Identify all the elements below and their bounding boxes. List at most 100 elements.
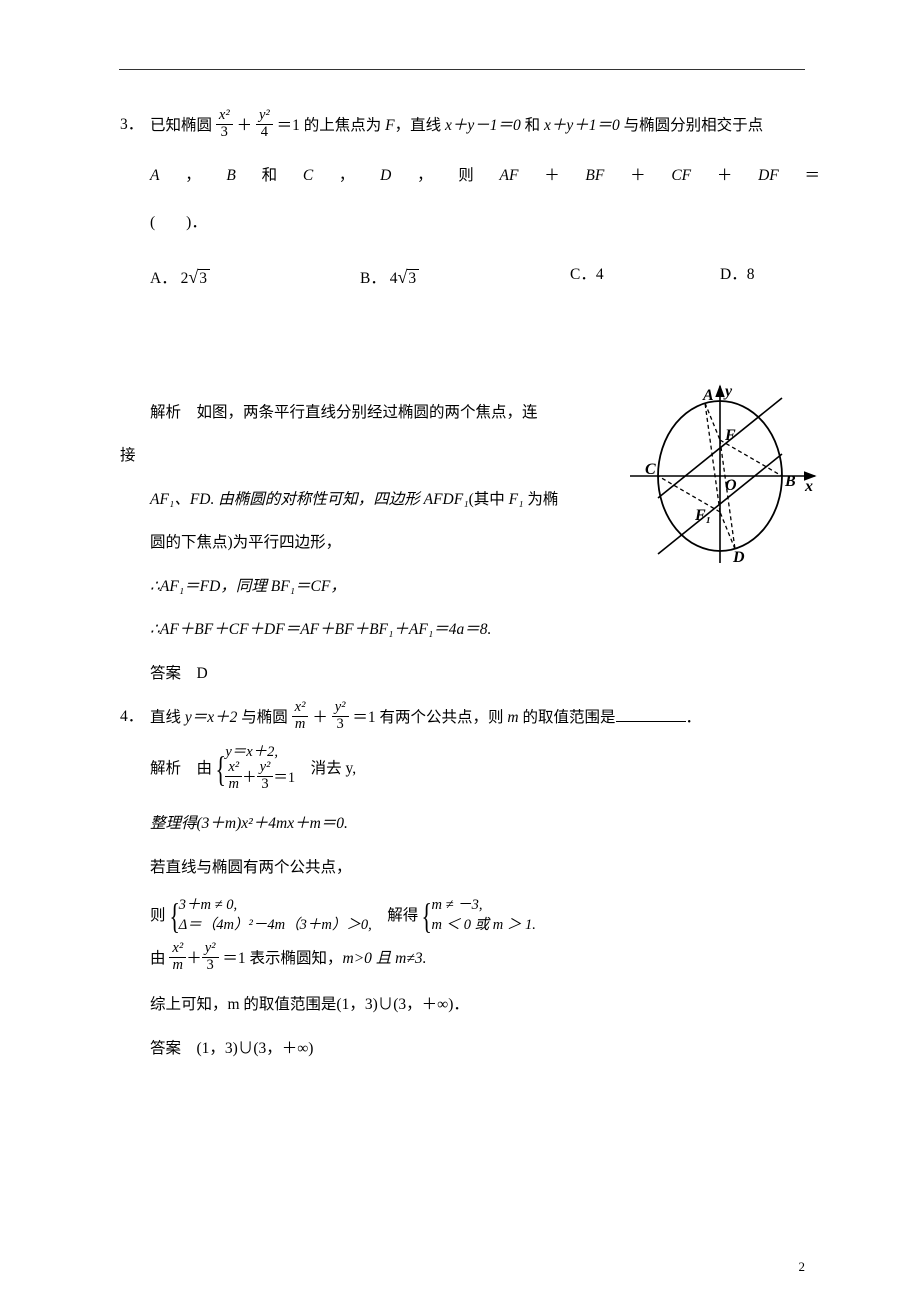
t: 则: [458, 161, 474, 190]
val: 4: [390, 270, 398, 287]
label-B: B: [784, 473, 796, 490]
brace-icon: {: [215, 753, 225, 785]
f1: F₁: [509, 491, 524, 508]
radicand: 3: [407, 269, 419, 287]
t: 和: [262, 161, 278, 190]
plus: ＋: [237, 117, 253, 134]
label-F: F: [724, 427, 736, 444]
fraction: x²m: [292, 700, 309, 733]
text: 已知椭圆: [150, 117, 212, 134]
t: DF: [758, 161, 779, 190]
c: m>0 且 m≠3.: [343, 950, 427, 967]
ans-val: D: [181, 665, 208, 682]
t: 为椭: [524, 491, 559, 508]
cases: { m ≠ －3, m ＜ 0 或 m ＞ 1.: [418, 896, 536, 935]
t: D: [380, 161, 391, 190]
n: y²: [202, 941, 219, 958]
label: D．: [720, 266, 747, 283]
sqrt: 3: [397, 260, 419, 294]
t: 由: [181, 754, 212, 783]
m: m: [507, 709, 518, 726]
t: 解得: [372, 901, 419, 930]
t: 与椭圆: [237, 709, 287, 726]
t: ＋: [630, 161, 646, 190]
label: B．: [360, 270, 386, 287]
d: 3: [202, 958, 219, 974]
choice-A: A． 23: [150, 260, 360, 294]
fraction: x²3: [216, 108, 233, 141]
horizontal-rule: [119, 69, 805, 70]
t: ＝1 有两个公共点，则: [352, 709, 507, 726]
cases: { y＝x＋2, x²m＋y²3＝1: [212, 743, 295, 795]
n: x²: [292, 700, 309, 717]
label-D: D: [732, 549, 745, 566]
t: ，: [417, 161, 433, 190]
t: 由: [150, 950, 166, 967]
cases: { 3＋m ≠ 0, Δ＝（4m）²－4m（3＋m）＞0,: [166, 896, 372, 935]
text: 和: [521, 117, 544, 134]
text: ∴AF₁＝FD，同理 BF₁＝CF，: [150, 572, 580, 601]
r2: Δ＝（4m）²－4m（3＋m）＞0,: [179, 916, 372, 936]
val: 2: [181, 270, 189, 287]
q4-stem: 直线 y＝x＋2 与椭圆 x²m ＋ y²3 ＝1 有两个公共点，则 m 的取值…: [150, 702, 820, 735]
denominator: 3: [216, 125, 233, 141]
n: x²: [169, 941, 186, 958]
t: ＝: [804, 161, 820, 190]
q4-sol-l6: 综上可知，m 的取值范围是(1，3)∪(3，＋∞)．: [150, 990, 820, 1019]
eq1: x＋y－1＝0: [445, 117, 521, 134]
t: ，: [185, 161, 201, 190]
fraction: y²4: [256, 108, 273, 141]
t: A: [150, 161, 159, 190]
ans-label: 答案: [150, 1040, 181, 1057]
t: ＝1 表示椭圆知，: [222, 950, 342, 967]
ellipse-figure: A B C D F F₁ O x y: [625, 378, 820, 573]
choice-B: B． 43: [360, 260, 570, 294]
radicand: 3: [198, 269, 210, 287]
ans-val: (1，3)∪(3，＋∞): [181, 1040, 313, 1057]
fraction: y²3: [332, 700, 349, 733]
label-O: O: [725, 477, 737, 494]
r1: m ≠ －3,: [432, 896, 536, 916]
q4-sol-l5: 由 x²m＋y²3 ＝1 表示椭圆知，m>0 且 m≠3.: [150, 943, 820, 976]
q4-sol-line1: 解析 由 { y＝x＋2, x²m＋y²3＝1 消去 y,: [150, 743, 820, 795]
q3-number: 3．: [120, 110, 143, 139]
numerator: y²: [256, 108, 273, 125]
f: x²m: [169, 941, 186, 974]
t: ＋: [717, 161, 733, 190]
text: 与椭圆分别相交于点: [620, 117, 763, 134]
case2: x²m＋y²3＝1: [225, 762, 295, 795]
q3-sol-cont: AF₁、FD. 由椭圆的对称性可知，四边形 AFDF₁(其中 F₁ 为椭 圆的下…: [150, 485, 580, 688]
text: ，直线: [395, 117, 445, 134]
q4-sol-l3: 若直线与椭圆有两个公共点，: [150, 853, 820, 882]
question-4: 4． 直线 y＝x＋2 与椭圆 x²m ＋ y²3 ＝1 有两个公共点，则 m …: [120, 702, 820, 1063]
label-y: y: [723, 383, 733, 400]
t: (其中: [469, 491, 509, 508]
f: y²3: [257, 760, 274, 793]
d: 3: [257, 777, 274, 793]
p: ．: [686, 709, 702, 726]
t: ＋: [544, 161, 560, 190]
var-F: F: [385, 117, 394, 134]
d: m: [169, 958, 186, 974]
t: CF: [671, 161, 691, 190]
q: AFDF₁: [424, 491, 469, 508]
t: 直线: [150, 709, 185, 726]
eq: y＝x＋2: [185, 709, 238, 726]
q4-sol-l4: 则 { 3＋m ≠ 0, Δ＝（4m）²－4m（3＋m）＞0, 解得 { m ≠…: [150, 896, 820, 935]
t: 消去 y,: [295, 754, 356, 783]
eq2: x＋y＋1＝0: [544, 117, 620, 134]
n: y²: [332, 700, 349, 717]
choice-C: C．4: [570, 260, 720, 294]
page-number: 2: [799, 1255, 806, 1280]
brace-icon: {: [169, 900, 179, 932]
t: 则: [150, 901, 166, 930]
sol-label: 解析: [150, 404, 181, 421]
q4-sol-l2: 整理得(3＋m)x²＋4mx＋m＝0.: [150, 809, 820, 838]
f: y²3: [202, 941, 219, 974]
r2: m ＜ 0 或 m ＞ 1.: [432, 916, 536, 936]
d: m: [225, 777, 242, 793]
t: ＝1: [273, 770, 295, 786]
label-A: A: [702, 387, 714, 404]
t: ，: [339, 161, 355, 190]
label: C．: [570, 266, 596, 283]
